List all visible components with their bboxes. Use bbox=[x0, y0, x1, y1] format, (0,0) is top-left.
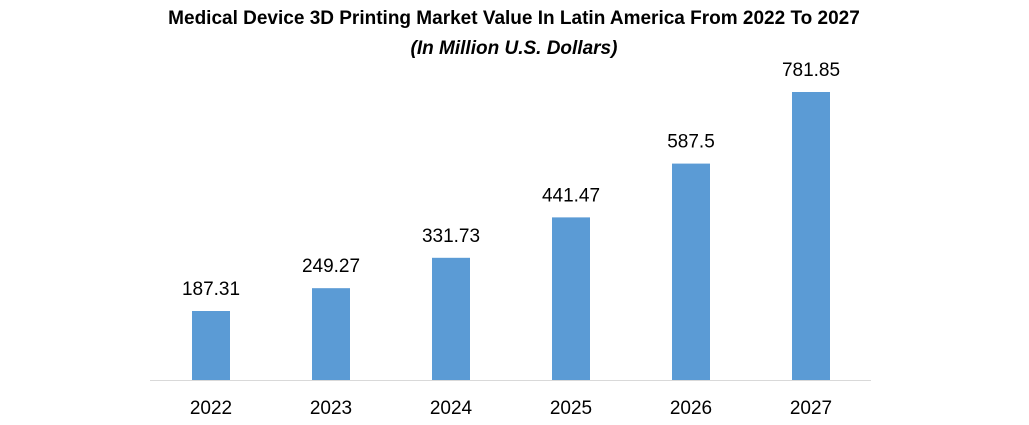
bar bbox=[432, 257, 470, 380]
data-label: 331.73 bbox=[422, 226, 480, 247]
x-tick-label: 2026 bbox=[670, 398, 712, 419]
bar bbox=[792, 92, 830, 380]
bar bbox=[552, 217, 590, 380]
data-label: 249.27 bbox=[302, 256, 360, 277]
x-tick-label: 2022 bbox=[190, 398, 232, 419]
data-label: 187.31 bbox=[182, 279, 240, 300]
data-label: 781.85 bbox=[782, 60, 840, 81]
data-label: 587.5 bbox=[667, 132, 715, 153]
chart-subtitle: (In Million U.S. Dollars) bbox=[411, 38, 618, 59]
x-tick-label: 2025 bbox=[550, 398, 592, 419]
x-tick-label: 2023 bbox=[310, 398, 352, 419]
bar bbox=[672, 163, 710, 380]
chart-title: Medical Device 3D Printing Market Value … bbox=[168, 8, 860, 29]
bar bbox=[312, 288, 350, 380]
x-tick-label: 2027 bbox=[790, 398, 832, 419]
bar bbox=[192, 311, 230, 380]
data-label: 441.47 bbox=[542, 185, 600, 206]
x-tick-label: 2024 bbox=[430, 398, 473, 419]
